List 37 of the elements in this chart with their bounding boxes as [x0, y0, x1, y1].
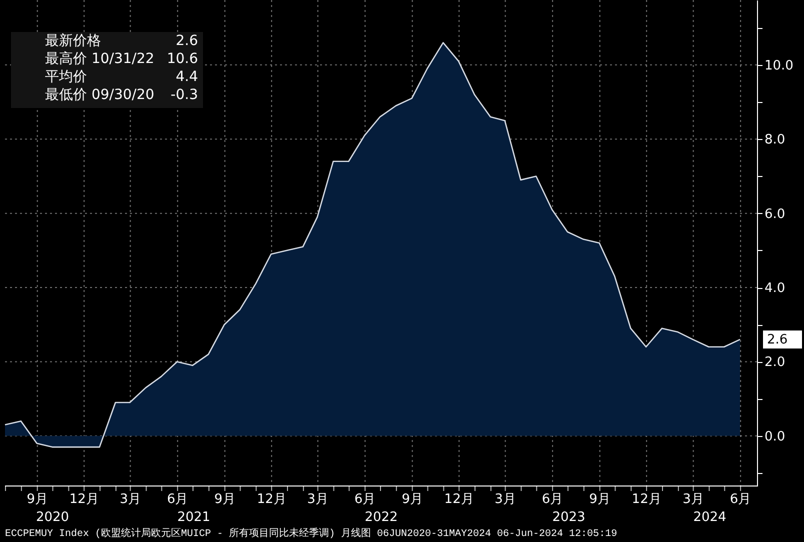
x-tick-label: 12月 [632, 492, 662, 507]
x-tick-label: 3月 [494, 492, 516, 507]
annotation: 平均价 [45, 69, 87, 85]
annotation: -0.3 [170, 87, 198, 103]
x-tick-label: 3月 [120, 492, 141, 507]
x-tick-label: 6月 [730, 492, 752, 507]
text: 2.6 [767, 332, 788, 348]
y-tick-label: 4.0 [764, 281, 786, 296]
y-tick-label: 0.0 [764, 429, 786, 444]
x-tick-label: 12月 [69, 492, 99, 507]
text: 2022 [364, 510, 398, 525]
x-tick-label: 3月 [682, 492, 704, 507]
x-tick-label: 12月 [444, 492, 474, 507]
text: 2020 [36, 510, 70, 525]
y-tick-label: 6.0 [764, 206, 786, 222]
y-tick-label: 10.0 [764, 58, 794, 74]
text: 2024 [693, 510, 726, 525]
x-tick-label: 9月 [589, 492, 610, 507]
annotation: 最低价 09/30/20 [45, 87, 154, 103]
annotation: 最高价 10/31/22 [45, 51, 154, 67]
y-tick-label: 2.0 [764, 355, 786, 370]
text: 2021 [177, 510, 210, 525]
x-tick-label: 6月 [354, 492, 376, 507]
annotation: 2.6 [176, 33, 198, 49]
text: ECCPEMUY Index (欧盟统计局欧元区MUICP - 所有项目同比未经季调) 月线图 06JUN2020-31MAY2024 06-Jun-2024 12:05:19 [5, 527, 618, 540]
annotation: 4.4 [176, 69, 198, 85]
x-tick-label: 9月 [402, 492, 423, 507]
x-tick-label: 6月 [166, 492, 188, 507]
y-tick-label: 8.0 [764, 132, 786, 148]
annotation: 最新价格 [45, 33, 101, 49]
x-tick-label: 12月 [256, 492, 286, 507]
x-tick-label: 3月 [307, 492, 328, 507]
x-tick-label: 9月 [26, 492, 48, 507]
x-tick-label: 9月 [214, 492, 236, 507]
annotation: 10.6 [166, 51, 198, 67]
text: 2023 [552, 510, 586, 525]
x-tick-label: 6月 [542, 492, 564, 507]
